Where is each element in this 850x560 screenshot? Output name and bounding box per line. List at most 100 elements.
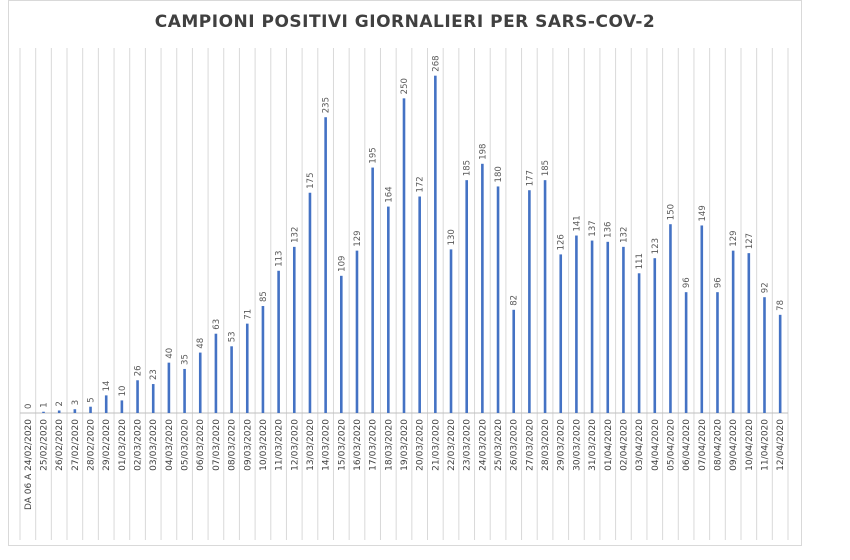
bar [481, 163, 484, 413]
data-label: 71 [243, 309, 253, 320]
bar [653, 258, 657, 413]
data-label: 180 [494, 166, 504, 182]
bar [89, 406, 92, 413]
data-label: 141 [572, 215, 582, 231]
x-tick-label: 27/03/2020 [525, 419, 535, 471]
bar [669, 224, 672, 413]
x-tick-label: 02/03/2020 [134, 419, 144, 471]
bar [778, 314, 782, 413]
data-label: 23 [149, 369, 159, 380]
bar [324, 117, 327, 414]
x-tick-label: 12/03/2020 [290, 419, 300, 471]
data-label: 82 [510, 295, 520, 306]
x-tick-label: 25/03/2020 [494, 419, 504, 471]
x-tick-label: 08/04/2020 [713, 419, 723, 471]
x-tick-label: 07/04/2020 [698, 419, 708, 471]
x-tick-label: 23/03/2020 [463, 419, 473, 471]
bar [590, 240, 594, 413]
bar [559, 254, 563, 413]
x-tick-label: 24/03/2020 [478, 419, 488, 471]
x-tick-label: 11/03/2020 [275, 419, 285, 471]
x-tick-label: 15/03/2020 [337, 419, 347, 471]
data-label: 149 [698, 205, 708, 221]
data-label: 195 [369, 147, 379, 163]
x-tick-label: 04/04/2020 [651, 419, 661, 471]
bar [151, 384, 155, 413]
x-tick-label: 26/02/2020 [55, 419, 65, 471]
x-tick-label: 16/03/2020 [353, 419, 363, 471]
data-label: 235 [322, 97, 332, 113]
bar [575, 235, 578, 413]
bar [277, 270, 280, 413]
data-label: 198 [478, 144, 488, 160]
data-label: 111 [635, 253, 645, 269]
data-label: 123 [651, 238, 661, 254]
x-tick-label: 06/04/2020 [682, 419, 692, 471]
data-label: 132 [290, 227, 300, 243]
data-label: 185 [463, 160, 473, 176]
data-label: 137 [588, 220, 598, 236]
data-label: 185 [541, 160, 551, 176]
x-tick-label: 27/02/2020 [71, 419, 81, 471]
bar [528, 190, 531, 413]
data-label: 172 [416, 176, 426, 192]
x-tick-label: 29/03/2020 [557, 419, 567, 471]
x-tick-label: 07/03/2020 [212, 419, 222, 471]
x-tick-label: 26/03/2020 [510, 419, 520, 471]
data-label: 127 [745, 233, 755, 249]
x-tick-label: 21/03/2020 [431, 419, 441, 471]
x-tick-label: 08/03/2020 [228, 419, 238, 471]
bar [261, 306, 265, 413]
data-label: 175 [306, 173, 316, 189]
bar [245, 323, 249, 413]
bar [73, 409, 77, 413]
bar [606, 241, 610, 413]
x-tick-label: 01/03/2020 [118, 419, 128, 471]
data-label: 250 [400, 78, 410, 94]
chart-title: CAMPIONI POSITIVI GIORNALIERI PER SARS-C… [154, 12, 656, 32]
data-label: 2 [55, 401, 65, 406]
bar [496, 186, 500, 413]
x-tick-label: 09/03/2020 [243, 419, 253, 471]
data-label: 96 [713, 277, 723, 288]
data-label: 5 [87, 397, 97, 402]
data-label: 129 [729, 230, 739, 246]
x-tick-label: 03/03/2020 [149, 419, 159, 471]
data-label: 136 [604, 222, 614, 238]
data-label: 26 [134, 365, 144, 376]
x-tick-label: 20/03/2020 [416, 419, 426, 471]
bar [434, 75, 437, 414]
bar [700, 225, 704, 413]
bar [418, 196, 421, 413]
x-tick-label: 12/04/2020 [776, 419, 786, 471]
x-tick-label: 03/04/2020 [635, 419, 645, 471]
bar [104, 395, 108, 413]
bar [292, 246, 296, 413]
bar [622, 246, 625, 413]
data-label: 268 [431, 55, 441, 71]
data-label: 150 [666, 204, 676, 220]
x-tick-label: 29/02/2020 [102, 419, 112, 471]
data-label: 48 [196, 338, 206, 349]
bar [731, 250, 735, 413]
bar [449, 249, 453, 413]
bar [716, 292, 719, 413]
x-tick-label: 18/03/2020 [384, 419, 394, 471]
bar [684, 292, 688, 413]
x-tick-label: 22/03/2020 [447, 419, 457, 471]
bar [120, 400, 124, 413]
data-label: 10 [118, 386, 128, 397]
data-label: 129 [353, 230, 363, 246]
bar [308, 192, 312, 413]
data-label: 1 [40, 402, 50, 407]
x-tick-label: 13/03/2020 [306, 419, 316, 471]
bar [512, 309, 516, 413]
x-tick-label: 02/04/2020 [619, 419, 629, 471]
x-tick-label: 31/03/2020 [588, 419, 598, 471]
bar [198, 352, 202, 413]
data-label: 0 [24, 404, 34, 409]
data-label: 78 [776, 300, 786, 311]
data-label: 40 [165, 348, 175, 359]
x-tick-label: 30/03/2020 [572, 419, 582, 471]
